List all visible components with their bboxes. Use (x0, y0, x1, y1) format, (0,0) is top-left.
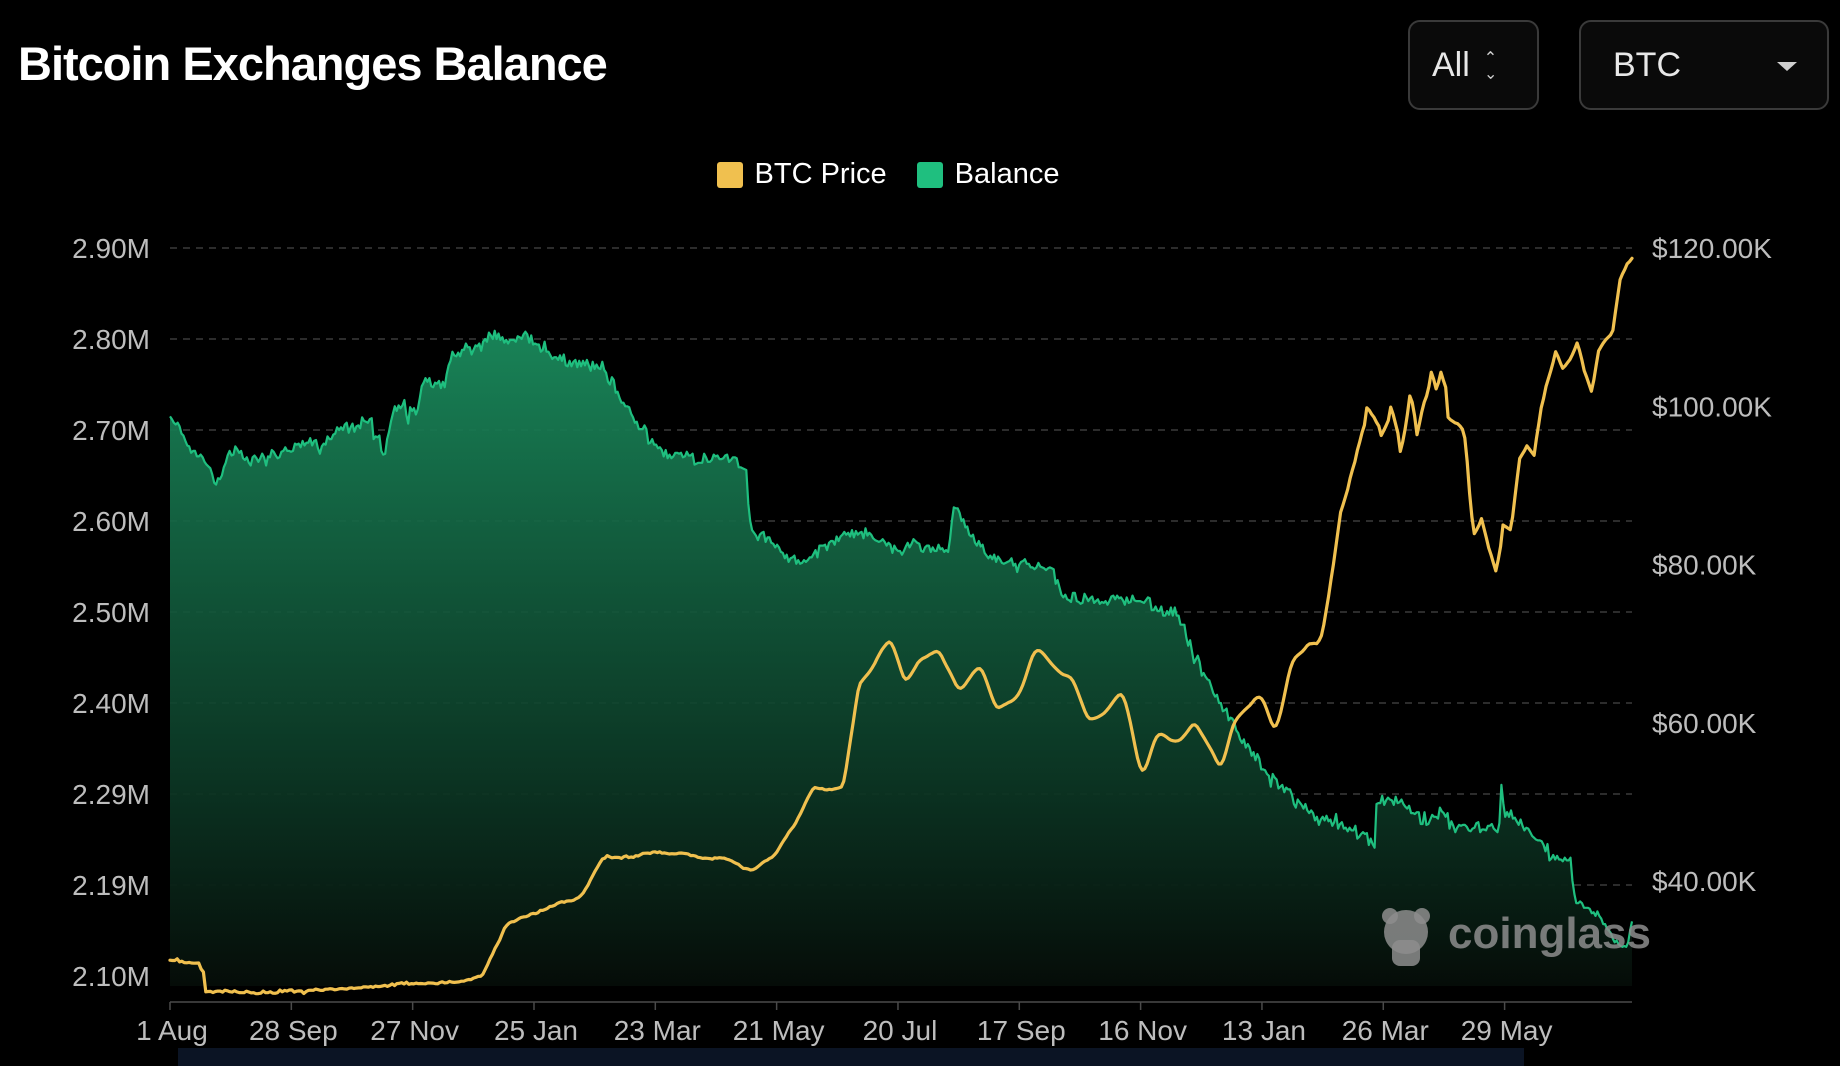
btc-price-series-line (168, 256, 1634, 996)
chart-legend: BTC Price Balance (0, 158, 1840, 191)
y-left-tick-label: 2.70M (72, 415, 150, 446)
x-tick-label: 28 Sep (249, 1015, 338, 1046)
y-right-tick-label: $60.00K (1652, 708, 1757, 739)
x-tick-label: 23 Mar (614, 1015, 701, 1046)
y-right-tick-label: $80.00K (1652, 550, 1757, 581)
chart-zoom-scrollbar[interactable] (178, 1048, 1524, 1066)
coin-select[interactable]: BTC (1579, 20, 1829, 110)
x-tick-label: 20 Jul (863, 1015, 938, 1046)
legend-item-balance[interactable]: Balance (916, 158, 1060, 191)
y-left-tick-label: 2.60M (72, 506, 150, 537)
balance-series-line (169, 329, 1634, 948)
legend-swatch-balance (916, 161, 943, 188)
legend-swatch-btc-price (716, 161, 743, 188)
range-select-value: All (1432, 45, 1470, 84)
caret-down-icon (1777, 62, 1797, 71)
legend-label-balance: Balance (954, 158, 1060, 190)
range-select[interactable]: All ⌃ ⌃ (1408, 20, 1539, 110)
x-tick-label: 25 Jan (494, 1015, 578, 1046)
updown-chevron-icon: ⌃ ⌃ (1483, 50, 1498, 81)
balance-area-fill (170, 330, 1632, 986)
y-left-tick-label: 2.90M (72, 233, 150, 264)
legend-item-btc-price[interactable]: BTC Price (716, 158, 887, 191)
page-title: Bitcoin Exchanges Balance (18, 37, 608, 90)
y-left-tick-label: 2.29M (72, 779, 150, 810)
balance-area (169, 329, 1634, 986)
y-left-tick-label: 2.80M (72, 324, 150, 355)
y-right-tick-label: $100.00K (1652, 391, 1772, 422)
x-tick-label: 17 Sep (977, 1015, 1066, 1046)
x-tick-label: 1 Aug (136, 1015, 208, 1046)
y-left-tick-label: 2.10M (72, 961, 150, 992)
x-tick-label: 21 May (733, 1015, 825, 1046)
x-tick-label: 13 Jan (1222, 1015, 1306, 1046)
btc-price-line (168, 256, 1634, 996)
y-left-tick-label: 2.50M (72, 597, 150, 628)
coin-select-value: BTC (1613, 45, 1681, 84)
axes: 2.90M 2.80M 2.70M 2.60M 2.50M 2.40M 2.29M 2.19M… (72, 233, 1772, 1046)
coinglass-logo-icon (1382, 908, 1430, 966)
legend-label-btc-price: BTC Price (754, 158, 887, 190)
x-tick-label: 26 Mar (1342, 1015, 1429, 1046)
y-left-tick-label: 2.40M (72, 688, 150, 719)
coinglass-watermark: coinglass (1382, 908, 1651, 966)
x-tick-label: 27 Nov (370, 1015, 459, 1046)
y-right-tick-label: $40.00K (1652, 866, 1757, 897)
y-left-tick-label: 2.19M (72, 870, 150, 901)
x-tick-label: 29 May (1461, 1015, 1553, 1046)
y-right-tick-label: $120.00K (1652, 233, 1772, 264)
x-tick-label: 16 Nov (1098, 1015, 1187, 1046)
watermark-text: coinglass (1448, 909, 1651, 958)
